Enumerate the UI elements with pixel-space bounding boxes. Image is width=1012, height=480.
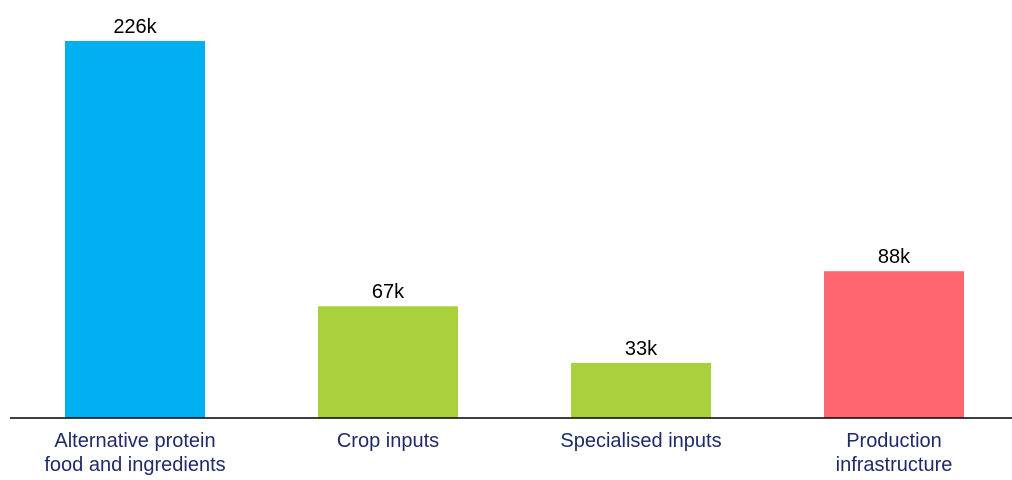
category-labels-group: Alternative protein food and ingredients C…: [44, 430, 952, 476]
value-label-2: 67k: [372, 281, 405, 303]
category-label-3: Specialised inputs: [560, 430, 721, 452]
value-labels-group: 226k 67k 33k 88k: [113, 16, 911, 360]
value-label-1: 226k: [113, 16, 157, 38]
value-label-4: 88k: [878, 246, 911, 268]
category-label-4: Production infrastructure: [836, 430, 953, 476]
category-label-1: Alternative protein food and ingredients: [44, 430, 225, 476]
bar-1: [65, 41, 205, 418]
bar-3: [571, 362, 711, 418]
category-label-3-line-1: Specialised inputs: [560, 430, 721, 452]
bars-group: [65, 41, 964, 418]
bar-4: [824, 271, 964, 418]
category-label-4-line-1: Production: [846, 430, 942, 452]
bar-2: [318, 306, 458, 418]
category-label-2: Crop inputs: [337, 430, 439, 452]
category-label-2-line-1: Crop inputs: [337, 430, 439, 452]
category-label-1-line-1: Alternative protein: [54, 430, 215, 452]
value-label-3: 33k: [625, 338, 658, 360]
category-label-4-line-2: infrastructure: [836, 454, 953, 476]
category-label-1-line-2: food and ingredients: [44, 454, 225, 476]
